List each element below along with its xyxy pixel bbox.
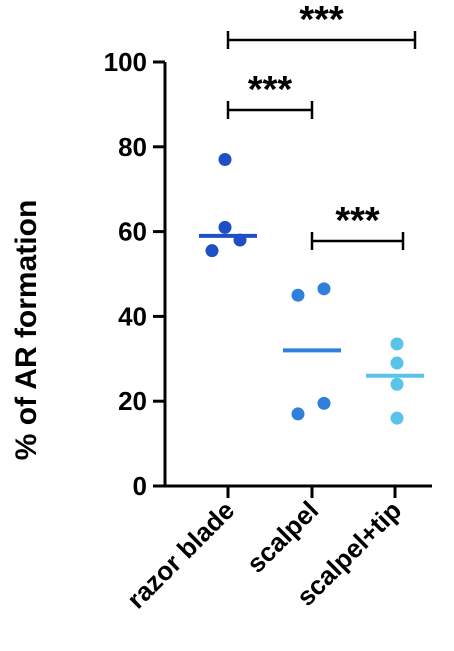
significance-bracket: *** — [226, 69, 314, 119]
significance-label: *** — [335, 200, 380, 242]
x-tick-label: scalpel — [241, 495, 325, 579]
y-tick-label: 60 — [118, 217, 147, 247]
significance-bracket: *** — [226, 0, 417, 49]
data-point — [390, 356, 404, 370]
significance-bracket: *** — [310, 200, 405, 250]
axes — [163, 62, 432, 488]
data-point — [205, 244, 219, 258]
data-point — [390, 377, 404, 391]
y-axis-ticks: 0 20 40 60 80 100 — [104, 47, 165, 501]
data-point — [218, 153, 232, 167]
significance-label: *** — [299, 0, 344, 41]
y-tick-label: 100 — [104, 47, 147, 77]
data-point — [390, 411, 404, 425]
significance-brackets: ********* — [226, 0, 417, 250]
significance-label: *** — [248, 69, 293, 111]
data-point — [291, 407, 305, 421]
x-tick-label: razor blade — [121, 495, 240, 614]
data-point — [317, 396, 331, 410]
data-point — [291, 288, 305, 302]
data-points — [199, 153, 424, 425]
y-tick-label: 0 — [133, 471, 147, 501]
data-point — [218, 220, 232, 234]
y-axis-label: % of AR formation — [10, 200, 43, 461]
y-tick-label: 80 — [118, 132, 147, 162]
data-point — [317, 282, 331, 296]
y-tick-label: 20 — [118, 386, 147, 416]
y-tick-label: 40 — [118, 301, 147, 331]
data-point — [390, 337, 404, 351]
